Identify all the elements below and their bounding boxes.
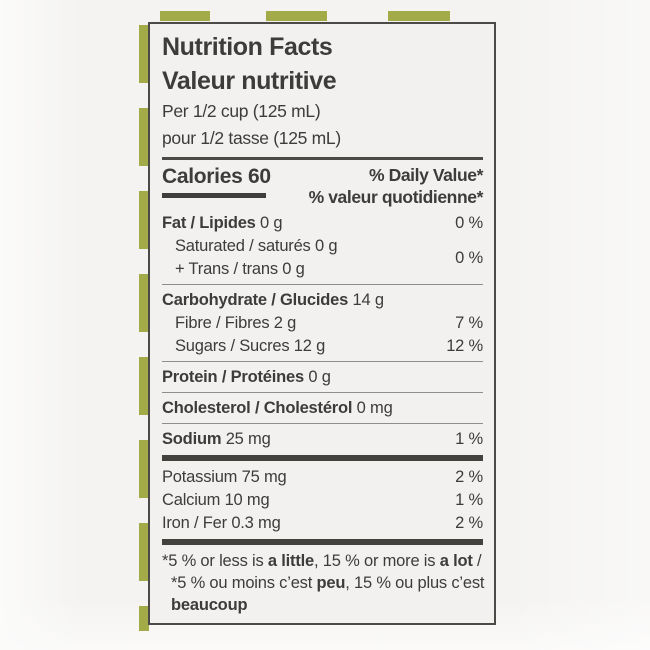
- daily-value-percent: 0 %: [455, 248, 483, 267]
- nutrient-name: Iron / Fer 0.3 mg: [162, 514, 281, 532]
- nutrient-row-iron: Iron / Fer 0.3 mg 2 %: [162, 512, 483, 535]
- daily-value-header: % Daily Value* % valeur quotidienne*: [308, 165, 484, 208]
- daily-value-percent: 2 %: [455, 514, 483, 532]
- title-en: Nutrition Facts: [162, 33, 333, 61]
- green-dashed-stripe-left: [139, 25, 149, 631]
- nutrient-name: Saturated / saturés 0 g + Trans / trans 0…: [175, 237, 338, 278]
- hairline-separator: [162, 284, 483, 285]
- calories-text: Calories 60: [162, 165, 271, 188]
- nutrient-name: Fat / Lipides 0 g: [162, 214, 283, 232]
- nutrient-row-carbohydrate: Carbohydrate / Glucides 14 g: [162, 289, 483, 312]
- nutrient-row-fibre: Fibre / Fibres 2 g 7 %: [162, 312, 483, 335]
- calories-daily-value-block: Calories 60 % Daily Value* % valeur quot…: [162, 165, 483, 208]
- nutrient-row-calcium: Calcium 10 mg 1 %: [162, 489, 483, 512]
- nutrient-name: Sodium 25 mg: [162, 430, 271, 448]
- hairline-separator: [162, 392, 483, 393]
- nutrient-rows: Fat / Lipides 0 g 0 % Saturated / saturés …: [162, 212, 483, 535]
- nutrient-row-fat: Fat / Lipides 0 g 0 %: [162, 212, 483, 235]
- nutrient-name: Fibre / Fibres 2 g: [175, 314, 297, 332]
- footnote-line: *5 % ou moins c’est peu, 15 % ou plus c’…: [171, 574, 485, 592]
- green-dash-top-2: [266, 11, 327, 21]
- nutrient-name: Cholesterol / Cholestérol 0 mg: [162, 399, 393, 417]
- title-fr: Valeur nutritive: [162, 67, 337, 95]
- hairline-separator: [162, 423, 483, 424]
- daily-value-percent: 2 %: [455, 468, 483, 486]
- calories-underline-bar: [162, 193, 266, 198]
- nutrient-row-cholesterol: Cholesterol / Cholestérol 0 mg: [162, 397, 483, 420]
- heavy-rule-top: [162, 157, 483, 160]
- nutrient-row-saturated-trans: Saturated / saturés 0 g + Trans / trans 0…: [162, 235, 483, 281]
- daily-value-header-fr: % valeur quotidienne*: [308, 186, 484, 207]
- serving-size-en: Per 1/2 cup (125 mL): [162, 101, 321, 121]
- footnote: *5 % or less is a little, 15 % or more i…: [162, 550, 485, 616]
- daily-value-percent: 1 %: [455, 491, 483, 509]
- hairline-separator: [162, 361, 483, 362]
- green-dash-top-1: [160, 11, 210, 21]
- thick-separator: [162, 455, 483, 461]
- nutrient-name: Sugars / Sucres 12 g: [175, 337, 326, 355]
- nutrient-row-protein: Protein / Protéines 0 g: [162, 366, 483, 389]
- calories-line: Calories 60: [162, 165, 271, 198]
- daily-value-percent: 1 %: [455, 430, 483, 448]
- nutrient-name: Calcium 10 mg: [162, 491, 270, 509]
- nutrition-facts-label: Nutrition Facts Valeur nutritive Per 1/2…: [148, 22, 496, 625]
- daily-value-percent: 12 %: [446, 337, 483, 355]
- daily-value-percent: 7 %: [455, 314, 483, 332]
- nutrient-name: Protein / Protéines 0 g: [162, 368, 331, 386]
- green-dash-top-3: [388, 11, 450, 21]
- nutrient-row-sugars: Sugars / Sucres 12 g 12 %: [162, 335, 483, 358]
- daily-value-percent: 0 %: [455, 214, 483, 232]
- footnote-line: beaucoup: [171, 596, 248, 614]
- calories-value: 60: [248, 165, 271, 188]
- daily-value-header-en: % Daily Value*: [368, 165, 483, 185]
- nutrient-row-sodium: Sodium 25 mg 1 %: [162, 428, 483, 451]
- nutrient-row-potassium: Potassium 75 mg 2 %: [162, 466, 483, 489]
- serving-size-fr: pour 1/2 tasse (125 mL): [162, 128, 341, 148]
- thick-separator-bottom: [162, 539, 483, 545]
- calories-label: Calories: [162, 165, 243, 188]
- footnote-line: *5 % or less is a little, 15 % or more i…: [162, 552, 482, 570]
- nutrient-name: Carbohydrate / Glucides 14 g: [162, 291, 384, 309]
- nutrient-name: Potassium 75 mg: [162, 468, 287, 486]
